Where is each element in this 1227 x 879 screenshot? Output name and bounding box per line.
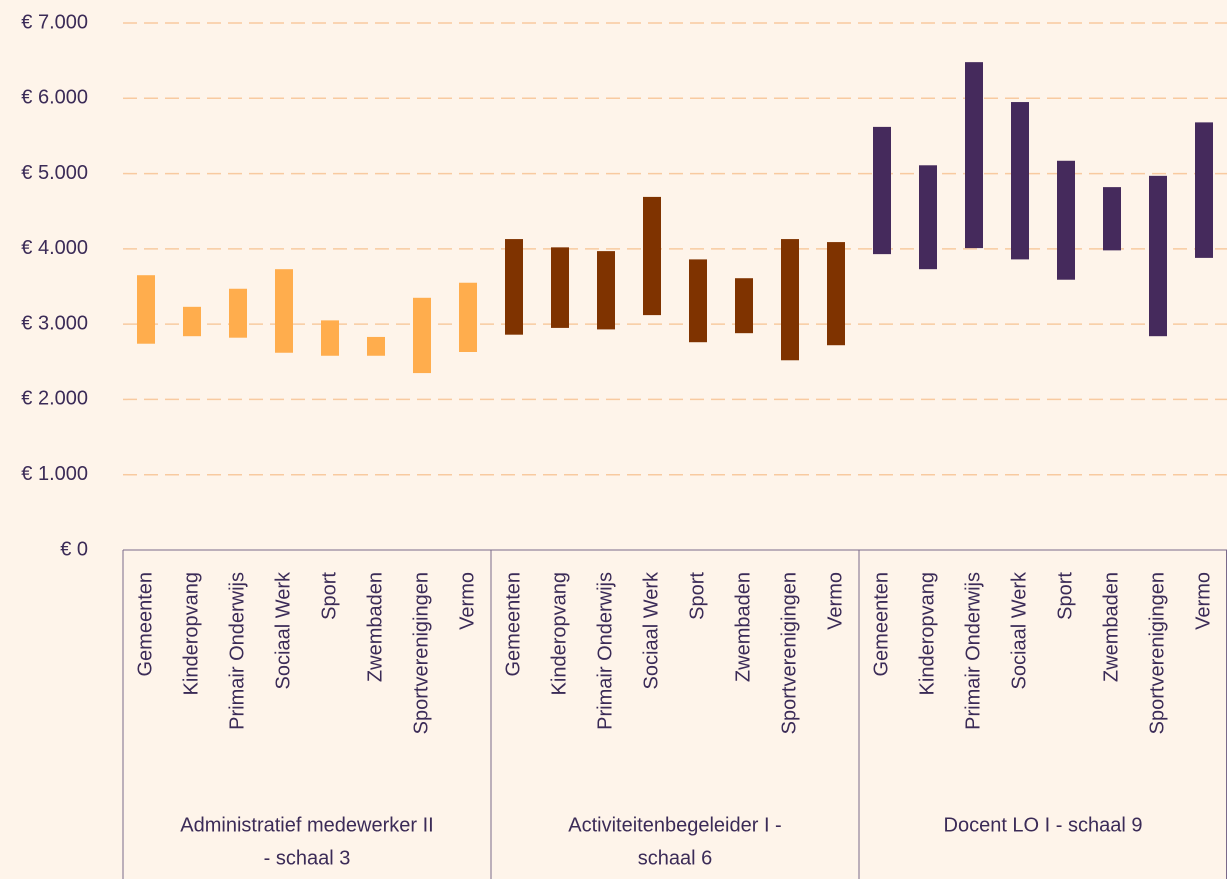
- range-bar: [643, 196, 661, 316]
- range-bar: [1195, 122, 1213, 258]
- x-tick-label: Kinderopvang: [916, 572, 938, 695]
- x-tick-label: Vermo: [456, 572, 478, 630]
- range-bar: [459, 282, 477, 352]
- range-bar: [1057, 160, 1075, 280]
- x-tick-label: Primair Onderwijs: [962, 572, 984, 730]
- y-tick-label: € 2.000: [21, 388, 88, 410]
- group-label: schaal 6: [638, 847, 713, 869]
- x-tick-label: Zwembaden: [364, 572, 386, 682]
- range-bar: [781, 239, 799, 361]
- group-label: Activiteitenbegeleider I -: [568, 814, 781, 836]
- x-tick-label: Sport: [1054, 572, 1076, 620]
- x-tick-label: Gemeenten: [870, 572, 892, 677]
- y-tick-label: € 5.000: [21, 162, 88, 184]
- x-tick-label: Sport: [686, 572, 708, 620]
- y-tick-label: € 4.000: [21, 237, 88, 259]
- x-tick-label: Gemeenten: [134, 572, 156, 677]
- group-label: - schaal 3: [264, 847, 351, 869]
- range-bar: [873, 126, 891, 255]
- y-tick-label: € 6.000: [21, 87, 88, 109]
- range-bar: [919, 165, 937, 270]
- x-tick-label: Sociaal Werk: [1008, 571, 1030, 689]
- x-tick-label: Sport: [318, 572, 340, 620]
- y-tick-label: € 7.000: [21, 11, 88, 33]
- x-tick-label: Zwembaden: [732, 572, 754, 682]
- range-bar: [551, 247, 569, 328]
- x-tick-label: Sociaal Werk: [272, 571, 294, 689]
- x-tick-label: Sportverenigingen: [410, 572, 432, 734]
- range-bar: [229, 288, 247, 338]
- y-tick-label: € 3.000: [21, 312, 88, 334]
- x-tick-label: Zwembaden: [1100, 572, 1122, 682]
- group-label: Administratief medewerker II: [180, 814, 433, 836]
- range-bar: [1103, 187, 1121, 251]
- range-bar: [275, 269, 293, 353]
- range-bar: [321, 320, 339, 356]
- x-tick-label: Kinderopvang: [548, 572, 570, 695]
- range-bar: [1011, 102, 1029, 260]
- y-tick-label: € 1.000: [21, 463, 88, 485]
- range-bar: [505, 239, 523, 335]
- x-tick-label: Gemeenten: [502, 572, 524, 677]
- x-tick-label: Sociaal Werk: [640, 571, 662, 689]
- x-tick-label: Kinderopvang: [180, 572, 202, 695]
- x-tick-label: Vermo: [1192, 572, 1214, 630]
- range-bar: [413, 297, 431, 374]
- x-tick-label: Primair Onderwijs: [226, 572, 248, 730]
- range-bar: [735, 278, 753, 334]
- range-bar: [1149, 175, 1167, 337]
- x-tick-label: Vermo: [824, 572, 846, 630]
- range-bar: [137, 275, 155, 344]
- range-bar: [183, 306, 201, 337]
- range-bar: [597, 251, 615, 330]
- range-bar: [965, 62, 983, 249]
- range-bar: [827, 242, 845, 346]
- range-bar: [367, 336, 385, 356]
- group-label: Docent LO I - schaal 9: [944, 814, 1143, 836]
- range-bar: [689, 259, 707, 343]
- x-tick-label: Sportverenigingen: [778, 572, 800, 734]
- y-tick-label: € 0: [60, 538, 88, 560]
- x-tick-label: Sportverenigingen: [1146, 572, 1168, 734]
- x-tick-label: Primair Onderwijs: [594, 572, 616, 730]
